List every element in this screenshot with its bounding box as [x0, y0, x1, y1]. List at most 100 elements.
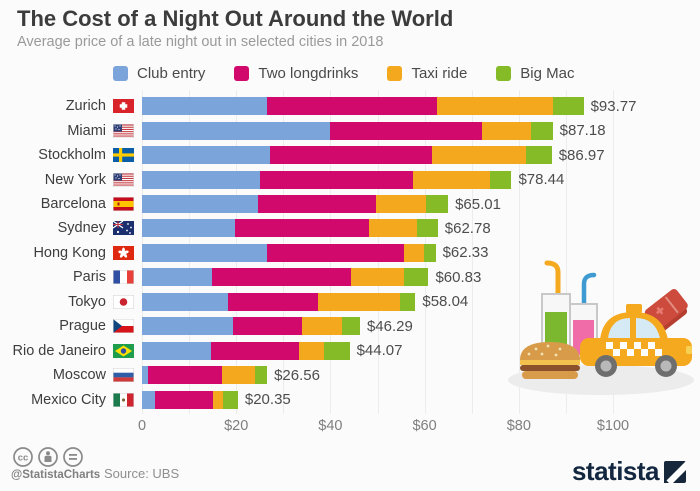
segment-big-mac: [530, 121, 553, 140]
bar-row: Moscow $26.56: [0, 363, 700, 387]
segment-club-entry: [142, 317, 233, 336]
bar-row: Rio de Janeiro $44.07: [0, 339, 700, 363]
stacked-bar: [142, 341, 350, 360]
stacked-bar: [142, 366, 268, 385]
x-tick-label: $80: [506, 418, 531, 434]
statista-logo: statista: [572, 456, 686, 487]
value-label: $46.29: [366, 317, 413, 335]
value-label: $78.44: [518, 171, 565, 189]
segment-taxi-ride: [404, 243, 425, 262]
stacked-bar: [142, 97, 584, 116]
stacked-bar: [142, 219, 438, 238]
city-label: Miami: [67, 122, 106, 139]
stacked-bar: [142, 146, 552, 165]
segment-club-entry: [142, 146, 271, 165]
segment-two-longdrinks: [228, 292, 319, 311]
segment-taxi-ride: [221, 366, 255, 385]
legend-label: Taxi ride: [411, 65, 468, 82]
segment-two-longdrinks: [148, 366, 222, 385]
row-label-group: Barcelona: [0, 196, 142, 212]
flag-hongkong-icon: [113, 245, 134, 260]
x-tick-label: $20: [224, 418, 249, 434]
flag-australia-icon: [113, 221, 134, 236]
segment-big-mac: [416, 219, 438, 238]
gridline: [471, 90, 473, 414]
value-label: $60.83: [435, 268, 482, 286]
stacked-bar: [142, 390, 238, 409]
bar-row: Stockholm $86.97: [0, 143, 700, 167]
segment-two-longdrinks: [232, 317, 303, 336]
row-label-group: Miami: [0, 123, 142, 139]
row-label-group: Zurich: [0, 98, 142, 114]
legend: Club entry Two longdrinks Taxi ride Big …: [113, 65, 574, 82]
value-label: $62.33: [442, 244, 489, 262]
segment-club-entry: [142, 390, 156, 409]
segment-big-mac: [424, 243, 436, 262]
segment-big-mac: [489, 170, 512, 189]
x-tick-label: $60: [412, 418, 437, 434]
flag-sweden-icon: [113, 148, 134, 163]
segment-big-mac: [525, 146, 552, 165]
segment-big-mac: [403, 268, 429, 287]
segment-big-mac: [425, 195, 449, 214]
statista-logo-mark-icon: [664, 460, 686, 483]
city-label: Stockholm: [38, 147, 106, 164]
legend-item-two-longdrinks: Two longdrinks: [234, 65, 358, 82]
row-label-group: Rio de Janeiro: [0, 343, 142, 359]
stacked-bar: [142, 292, 416, 311]
segment-two-longdrinks: [330, 121, 482, 140]
segment-taxi-ride: [350, 268, 404, 287]
segment-big-mac: [552, 97, 584, 116]
segment-club-entry: [142, 170, 261, 189]
city-label: New York: [44, 171, 106, 188]
cc-license-icons: cc: [12, 446, 88, 475]
segment-taxi-ride: [412, 170, 490, 189]
segment-taxi-ride: [375, 195, 426, 214]
big-mac-swatch-icon: [496, 66, 512, 81]
x-tick-label: 0: [137, 418, 147, 434]
x-axis: 0 $20 $40 $60 $80 $100: [138, 418, 629, 440]
city-label: Sydney: [57, 220, 106, 237]
bar-row: Zurich $93.77: [0, 94, 700, 118]
segment-taxi-ride: [212, 390, 223, 409]
segment-two-longdrinks: [266, 97, 438, 116]
value-label: $87.18: [559, 122, 606, 140]
flag-spain-icon: [113, 197, 134, 212]
legend-item-club-entry: Club entry: [113, 65, 205, 82]
bar-row: Paris $60.83: [0, 265, 700, 289]
city-label: Prague: [59, 318, 106, 335]
segment-taxi-ride: [437, 97, 553, 116]
segment-club-entry: [142, 97, 267, 116]
row-label-group: New York: [0, 172, 142, 188]
segment-taxi-ride: [432, 146, 526, 165]
bar-row: Barcelona $65.01: [0, 192, 700, 216]
segment-taxi-ride: [369, 219, 417, 238]
city-label: Hong Kong: [33, 244, 106, 261]
segment-two-longdrinks: [258, 195, 376, 214]
value-label: $20.35: [244, 391, 291, 409]
city-label: Rio de Janeiro: [12, 342, 107, 359]
value-label: $58.04: [422, 293, 469, 311]
segment-taxi-ride: [299, 341, 324, 360]
row-label-group: Tokyo: [0, 294, 142, 310]
value-label: $44.07: [356, 342, 403, 360]
page-subtitle: Average price of a late night out in sel…: [17, 34, 384, 50]
bar-row: Hong Kong $62.33: [0, 241, 700, 265]
row-label-group: Prague: [0, 318, 142, 334]
two-longdrinks-swatch-icon: [234, 66, 250, 81]
segment-club-entry: [142, 195, 259, 214]
segment-taxi-ride: [318, 292, 401, 311]
legend-item-taxi-ride: Taxi ride: [387, 65, 467, 82]
row-label-group: Sydney: [0, 220, 142, 236]
stacked-bar: [142, 170, 512, 189]
chart-area: Zurich $93.77 Miami $87.18 Stockholm $86…: [0, 90, 700, 444]
segment-big-mac: [323, 341, 350, 360]
row-label-group: Paris: [0, 269, 142, 285]
bar-row: Mexico City $20.35: [0, 387, 700, 411]
club-entry-swatch-icon: [113, 66, 128, 81]
row-label-group: Mexico City: [0, 392, 142, 408]
gridline: [613, 90, 614, 414]
gridline: [518, 90, 520, 414]
value-label: $93.77: [590, 97, 637, 115]
stacked-bar: [142, 268, 429, 287]
